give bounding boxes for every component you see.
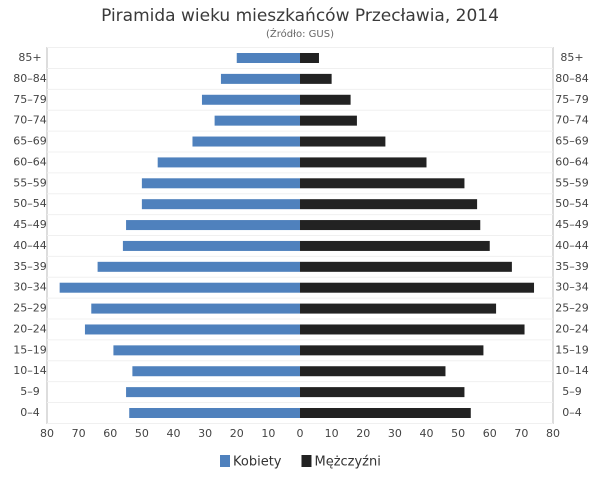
bar xyxy=(122,240,301,251)
category-label-right: 60–64 xyxy=(555,155,589,168)
bar xyxy=(300,324,525,335)
bar xyxy=(300,366,446,377)
category-label-right: 35–39 xyxy=(555,260,589,273)
x-tick-label: 0 xyxy=(297,427,304,440)
bar xyxy=(300,199,478,210)
category-label-right: 80–84 xyxy=(555,72,589,85)
category-label-right: 50–54 xyxy=(555,197,589,210)
bar xyxy=(300,345,484,356)
category-label-right: 45–49 xyxy=(555,218,589,231)
category-label-left: 85+ xyxy=(18,51,41,64)
category-label-left: 50–54 xyxy=(13,197,47,210)
bar xyxy=(300,136,386,147)
category-label-right: 75–79 xyxy=(555,93,589,106)
bar xyxy=(91,303,301,314)
category-label-right: 55–59 xyxy=(555,176,589,189)
category-label-right: 10–14 xyxy=(555,364,589,377)
x-tick-label: 20 xyxy=(356,427,370,440)
bar xyxy=(300,157,427,168)
legend-label: Mężczyźni xyxy=(314,455,380,470)
category-label-left: 15–19 xyxy=(13,343,47,356)
bar xyxy=(300,115,357,126)
category-label-right: 70–74 xyxy=(555,114,589,127)
x-tick-label: 70 xyxy=(514,427,528,440)
bar xyxy=(300,220,481,231)
x-tick-label: 50 xyxy=(451,427,465,440)
x-tick-label: 50 xyxy=(135,427,149,440)
legend-swatch xyxy=(220,455,230,467)
category-label-left: 80–84 xyxy=(13,72,47,85)
bar xyxy=(141,178,300,189)
x-tick-label: 10 xyxy=(325,427,339,440)
category-label-right: 40–44 xyxy=(555,239,589,252)
bar xyxy=(113,345,300,356)
category-label-left: 45–49 xyxy=(13,218,47,231)
bar xyxy=(300,261,512,272)
bar xyxy=(97,261,300,272)
bar xyxy=(59,282,301,293)
bar xyxy=(300,282,535,293)
category-label-left: 20–24 xyxy=(13,322,47,335)
x-tick-label: 40 xyxy=(420,427,434,440)
bar xyxy=(300,240,490,251)
legend-swatch xyxy=(301,455,312,467)
bar xyxy=(220,73,300,84)
bar xyxy=(300,53,319,63)
category-label-right: 25–29 xyxy=(555,302,589,315)
x-tick-label: 60 xyxy=(103,427,117,440)
category-label-right: 15–19 xyxy=(555,343,589,356)
bar xyxy=(300,94,351,105)
bar xyxy=(300,408,471,418)
x-tick-label: 30 xyxy=(388,427,402,440)
x-tick-label: 20 xyxy=(230,427,244,440)
bar xyxy=(300,303,497,314)
category-label-right: 65–69 xyxy=(555,135,589,148)
category-label-left: 40–44 xyxy=(13,239,47,252)
category-label-left: 0–4 xyxy=(20,406,40,419)
category-label-right: 20–24 xyxy=(555,322,589,335)
x-tick-label: 40 xyxy=(167,427,181,440)
category-label-left: 70–74 xyxy=(13,114,47,127)
bar xyxy=(129,408,300,418)
x-tick-label: 10 xyxy=(261,427,275,440)
category-label-right: 0–4 xyxy=(562,406,582,419)
legend-label: Kobiety xyxy=(233,455,282,470)
category-label-left: 10–14 xyxy=(13,364,47,377)
category-label-right: 85+ xyxy=(560,51,583,64)
category-label-right: 30–34 xyxy=(555,281,589,294)
category-label-left: 75–79 xyxy=(13,93,47,106)
bar xyxy=(132,366,300,377)
bar xyxy=(157,157,300,168)
category-label-left: 30–34 xyxy=(13,281,47,294)
chart-subtitle: (Źródło: GUS) xyxy=(266,27,334,40)
x-tick-label: 60 xyxy=(483,427,497,440)
bar xyxy=(84,324,300,335)
x-tick-label: 70 xyxy=(72,427,86,440)
x-tick-label: 80 xyxy=(546,427,560,440)
category-label-left: 25–29 xyxy=(13,302,47,315)
bar xyxy=(236,53,300,63)
bar xyxy=(300,73,332,84)
bar xyxy=(126,387,300,398)
bar xyxy=(300,178,465,189)
bar xyxy=(141,199,300,210)
bar xyxy=(201,94,300,105)
bar xyxy=(214,115,300,126)
category-label-left: 65–69 xyxy=(13,135,47,148)
x-tick-label: 80 xyxy=(40,427,54,440)
category-label-left: 35–39 xyxy=(13,260,47,273)
chart-title: Piramida wieku mieszkańców Przecławia, 2… xyxy=(101,6,499,26)
bar xyxy=(126,220,300,231)
category-label-left: 60–64 xyxy=(13,155,47,168)
bar xyxy=(192,136,300,147)
category-label-left: 5–9 xyxy=(20,385,40,398)
category-label-left: 55–59 xyxy=(13,176,47,189)
x-tick-label: 30 xyxy=(198,427,212,440)
bar xyxy=(300,387,465,398)
category-label-right: 5–9 xyxy=(562,385,582,398)
